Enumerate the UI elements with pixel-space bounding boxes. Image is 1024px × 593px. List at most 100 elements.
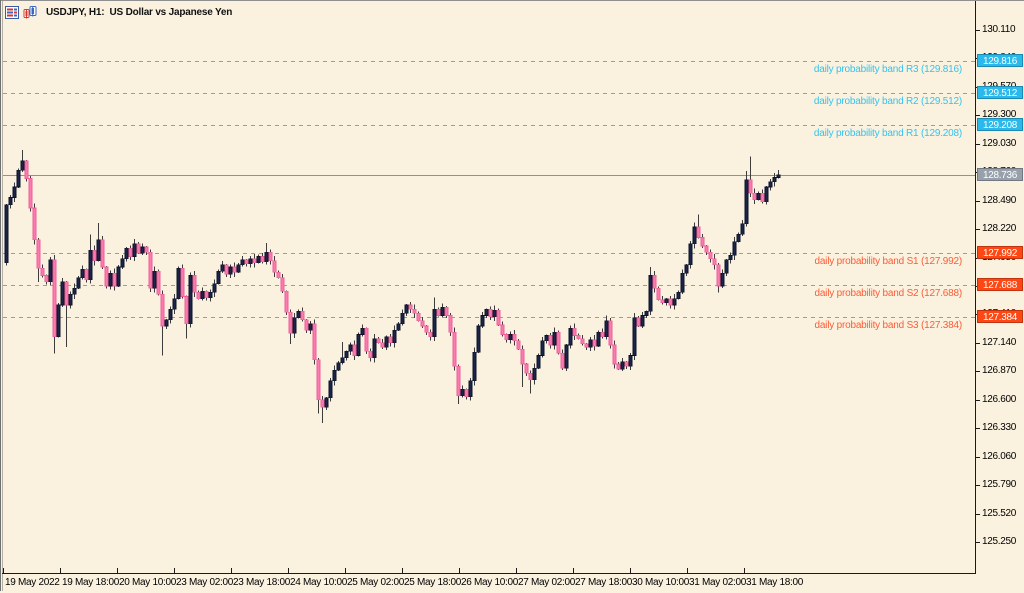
candle-body [500,324,505,335]
price-tag-s1: 127.992 [977,246,1023,259]
candle-body [492,309,497,317]
candle-body [776,174,781,178]
candle-body [72,287,77,295]
time-tick-label: 19 May 2022 [5,577,60,588]
candle-body [748,179,753,194]
candle-body [632,317,637,356]
candle-body [372,338,377,358]
candle-body [284,290,289,313]
price-tick-label: 125.520 [982,508,1017,519]
candle-body [764,186,769,203]
candle-body [624,361,629,367]
candle-body [336,362,341,371]
price-tick-label: 126.330 [982,422,1017,433]
candle-body [348,344,353,352]
candle-body [616,363,621,370]
candle-body [24,160,29,179]
candle-body [428,332,433,337]
time-tick-mark [345,568,346,573]
candle-body [300,310,305,321]
candle-body [556,332,561,354]
candle-body [532,367,537,381]
candle-body [92,249,97,262]
candle-body [172,298,177,310]
candle-body [504,334,509,341]
price-tick-label: 127.140 [982,337,1017,348]
price-tick-mark [975,343,980,344]
candle-body [432,308,437,337]
candle-body [60,281,65,306]
probability-band-lines [3,60,975,319]
time-tick-mark [60,568,61,573]
chart-title: USDJPY, H1: US Dollar vs Japanese Yen [46,6,233,18]
candle-body [608,320,613,346]
candle-body [160,294,165,327]
candle-body [724,259,729,274]
candle-body [396,323,401,331]
candle-body [176,267,181,299]
candle-body [108,273,113,287]
price-tick-label: 129.300 [982,109,1017,120]
candle-body [228,266,233,275]
candle-body [112,273,117,287]
window-left-border [0,0,1,591]
candle-body [16,169,21,188]
candle-body [344,351,349,358]
price-tag-r2: 129.512 [977,86,1023,99]
window-left-border-inner [2,1,3,591]
candle-body [580,338,585,345]
candle-body [364,327,369,352]
price-tick-mark [975,371,980,372]
market-watch-icon[interactable] [5,5,19,19]
candle-body [212,283,217,293]
candle-body [664,298,669,304]
candle-body [296,310,301,318]
candle-body [468,380,473,397]
candle-body [712,258,717,266]
price-tick-mark [975,229,980,230]
candle-body [400,313,405,325]
candle-body [292,317,297,334]
price-tick-label: 128.490 [982,195,1017,206]
time-tick-label: 19 May 18:00 [62,577,119,588]
candle-body [524,363,529,374]
candle-body [152,270,157,289]
candle-body [236,264,241,273]
candle-body [376,338,381,344]
candle-body [684,264,689,274]
candle-body [164,319,169,327]
candle-body [184,296,189,325]
candle-body [548,335,553,346]
band-label-s1: daily probability band S1 (127.992) [814,256,962,268]
candle-body [288,312,293,334]
time-tick-label: 23 May 02:00 [176,577,233,588]
candle-body [100,239,105,268]
candle-body [272,260,277,273]
candle-body [76,277,81,289]
candle-body [404,304,409,314]
price-tick-label: 125.790 [982,479,1017,490]
candle-body [696,226,701,238]
candle-body [156,270,161,295]
candle-body [224,264,229,275]
time-tick-label: 24 May 10:00 [290,577,347,588]
price-tick-mark [975,485,980,486]
candle-body [84,268,89,280]
candle-body [692,226,697,245]
candle-body [308,323,313,331]
candle-body [320,399,325,408]
price-tick-label: 126.060 [982,451,1017,462]
candle-body [536,355,541,369]
candle-body [736,234,741,243]
candle-body [392,329,397,344]
candle-body [708,251,713,259]
candle-body [464,388,469,397]
candle-body [768,181,773,188]
candle-body [220,264,225,272]
candle-body [584,343,589,348]
candle-body [620,361,625,370]
chart-icon[interactable] [23,5,37,19]
candle-body [496,309,501,326]
price-tick-label: 129.030 [982,138,1017,149]
